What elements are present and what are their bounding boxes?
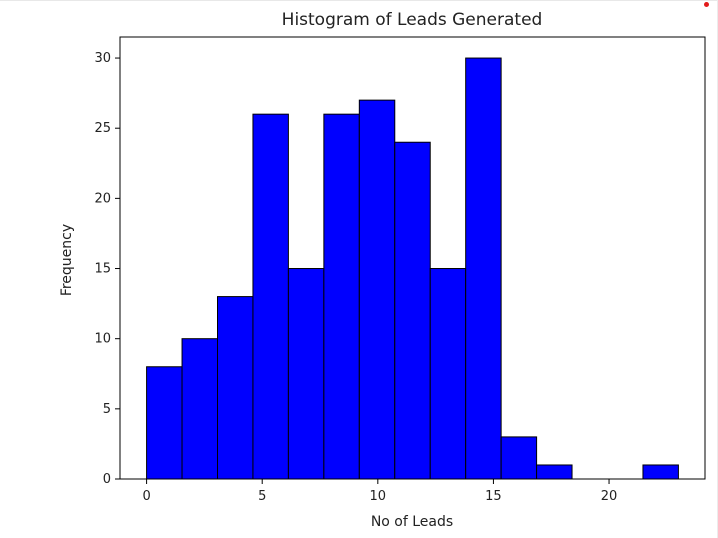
x-tick-label-0: 0 xyxy=(142,489,150,504)
y-axis-label: Frequency xyxy=(59,224,75,296)
y-tick-label-3: 15 xyxy=(94,262,111,277)
histogram-bar-5 xyxy=(323,113,360,480)
histogram-bar-2 xyxy=(217,296,254,480)
histogram-bar-9 xyxy=(465,57,502,480)
bars-layer xyxy=(146,57,679,480)
histogram-bar-11 xyxy=(536,464,573,480)
chart-title: Histogram of Leads Generated xyxy=(282,10,543,30)
status-dot xyxy=(704,2,709,7)
x-tick-label-1: 5 xyxy=(258,489,266,504)
x-tick-label-4: 20 xyxy=(601,489,618,504)
histogram-bar-8 xyxy=(429,268,467,480)
histogram-bar-10 xyxy=(500,436,538,480)
y-tick-label-6: 30 xyxy=(94,51,111,66)
x-tick-label-2: 10 xyxy=(370,489,387,504)
x-tick-label-3: 15 xyxy=(485,489,502,504)
histogram-bar-0 xyxy=(146,366,183,480)
histogram-bar-14 xyxy=(642,464,679,480)
histogram-bar-7 xyxy=(394,141,431,480)
y-tick-label-2: 10 xyxy=(94,332,111,347)
x-axis-label: No of Leads xyxy=(371,514,453,530)
histogram-bar-3 xyxy=(252,113,289,480)
plot-frame xyxy=(119,36,706,480)
histogram-bar-1 xyxy=(181,338,218,480)
y-tick-label-1: 5 xyxy=(103,402,111,417)
y-tick-label-4: 20 xyxy=(94,191,111,206)
ticks-layer: 0 5 10 15 20 0 5 10 15 20 25 30 xyxy=(94,51,617,504)
histogram-bar-4 xyxy=(287,268,325,480)
top-divider xyxy=(0,0,718,1)
y-tick-label-5: 25 xyxy=(94,121,111,136)
histogram-bar-6 xyxy=(358,99,396,480)
axes-layer xyxy=(119,36,706,480)
y-tick-label-0: 0 xyxy=(103,472,111,487)
